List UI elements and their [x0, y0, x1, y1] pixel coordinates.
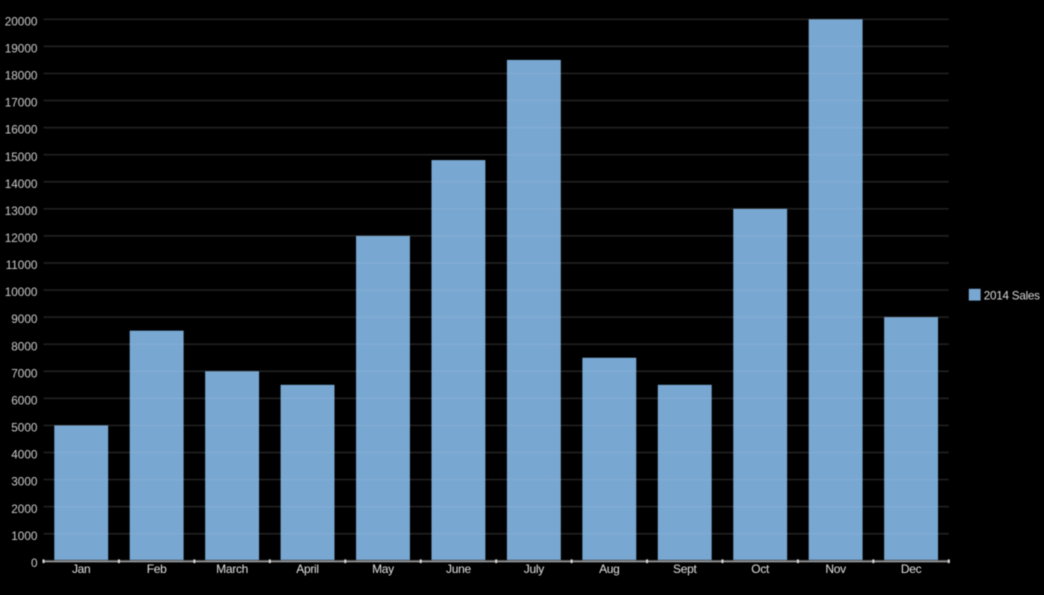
svg-text:Feb: Feb	[147, 562, 167, 576]
svg-text:17000: 17000	[5, 96, 38, 110]
svg-text:9000: 9000	[11, 312, 38, 326]
svg-text:10000: 10000	[5, 285, 38, 299]
svg-text:2014 Sales: 2014 Sales	[984, 289, 1040, 302]
svg-text:3000: 3000	[11, 475, 38, 489]
svg-text:2000: 2000	[11, 502, 38, 516]
svg-text:Sept: Sept	[673, 562, 697, 576]
svg-text:8000: 8000	[11, 339, 38, 353]
svg-text:4000: 4000	[11, 448, 38, 462]
svg-text:20000: 20000	[5, 14, 38, 28]
svg-text:11000: 11000	[6, 258, 38, 272]
svg-text:14000: 14000	[5, 177, 38, 191]
svg-text:Jan: Jan	[72, 562, 90, 576]
svg-text:1000: 1000	[11, 529, 38, 543]
svg-text:6000: 6000	[11, 393, 38, 407]
svg-text:12000: 12000	[5, 231, 38, 245]
svg-text:Nov: Nov	[825, 562, 846, 576]
svg-text:Aug: Aug	[599, 562, 619, 576]
svg-text:19000: 19000	[5, 41, 38, 55]
svg-text:15000: 15000	[5, 150, 38, 164]
svg-text:5000: 5000	[11, 421, 38, 435]
svg-text:0: 0	[31, 556, 38, 570]
svg-text:18000: 18000	[5, 69, 38, 83]
svg-text:13000: 13000	[5, 204, 38, 218]
svg-text:July: July	[524, 562, 544, 576]
svg-text:16000: 16000	[5, 123, 38, 137]
svg-text:Dec: Dec	[901, 562, 922, 576]
svg-text:May: May	[372, 562, 394, 576]
svg-text:June: June	[446, 562, 471, 576]
svg-text:7000: 7000	[11, 366, 38, 380]
svg-text:March: March	[216, 562, 248, 576]
svg-text:Oct: Oct	[751, 562, 770, 576]
svg-text:April: April	[296, 562, 319, 576]
